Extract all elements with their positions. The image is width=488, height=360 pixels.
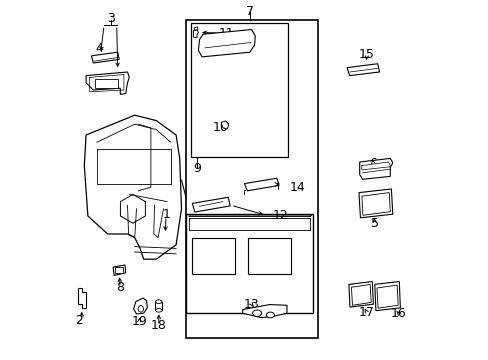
- Text: 18: 18: [151, 319, 166, 332]
- Polygon shape: [359, 158, 392, 179]
- Text: 9: 9: [193, 162, 201, 175]
- Text: 12: 12: [272, 209, 288, 222]
- Polygon shape: [84, 115, 181, 259]
- Bar: [191, 23, 288, 157]
- Text: 11: 11: [218, 27, 234, 40]
- Text: 6: 6: [369, 157, 377, 170]
- Polygon shape: [198, 30, 255, 57]
- Text: 1: 1: [163, 208, 171, 221]
- Bar: [95, 79, 118, 88]
- Text: 8: 8: [116, 281, 124, 294]
- Text: 5: 5: [370, 217, 378, 230]
- Bar: [115, 267, 122, 273]
- Text: 7: 7: [245, 5, 253, 18]
- Text: 2: 2: [75, 314, 82, 327]
- Ellipse shape: [155, 300, 162, 303]
- Bar: [186, 20, 317, 338]
- Polygon shape: [374, 282, 400, 311]
- Polygon shape: [221, 121, 228, 129]
- Polygon shape: [155, 302, 162, 310]
- Polygon shape: [348, 282, 373, 307]
- Polygon shape: [193, 30, 198, 38]
- Text: 16: 16: [390, 307, 406, 320]
- Polygon shape: [346, 64, 379, 76]
- Polygon shape: [113, 265, 125, 275]
- Polygon shape: [186, 214, 312, 313]
- Ellipse shape: [138, 306, 143, 312]
- Polygon shape: [361, 193, 389, 215]
- Polygon shape: [192, 197, 230, 212]
- Polygon shape: [351, 284, 370, 305]
- Text: 15: 15: [358, 48, 374, 61]
- Polygon shape: [86, 72, 129, 94]
- Polygon shape: [194, 27, 198, 30]
- Polygon shape: [244, 178, 279, 191]
- Text: 4: 4: [96, 42, 103, 55]
- Bar: [247, 238, 291, 274]
- Ellipse shape: [155, 309, 162, 312]
- Text: 17: 17: [358, 306, 374, 319]
- Text: 3: 3: [107, 12, 115, 24]
- Polygon shape: [242, 305, 286, 318]
- Polygon shape: [376, 285, 397, 308]
- Text: 10: 10: [213, 121, 228, 134]
- Bar: [192, 238, 235, 274]
- Text: 19: 19: [131, 315, 147, 328]
- Ellipse shape: [266, 312, 274, 318]
- Polygon shape: [133, 298, 147, 314]
- Polygon shape: [78, 288, 86, 308]
- Text: 13: 13: [244, 298, 259, 311]
- Polygon shape: [358, 189, 392, 218]
- Text: 14: 14: [289, 181, 305, 194]
- Polygon shape: [91, 52, 119, 63]
- Ellipse shape: [252, 310, 261, 316]
